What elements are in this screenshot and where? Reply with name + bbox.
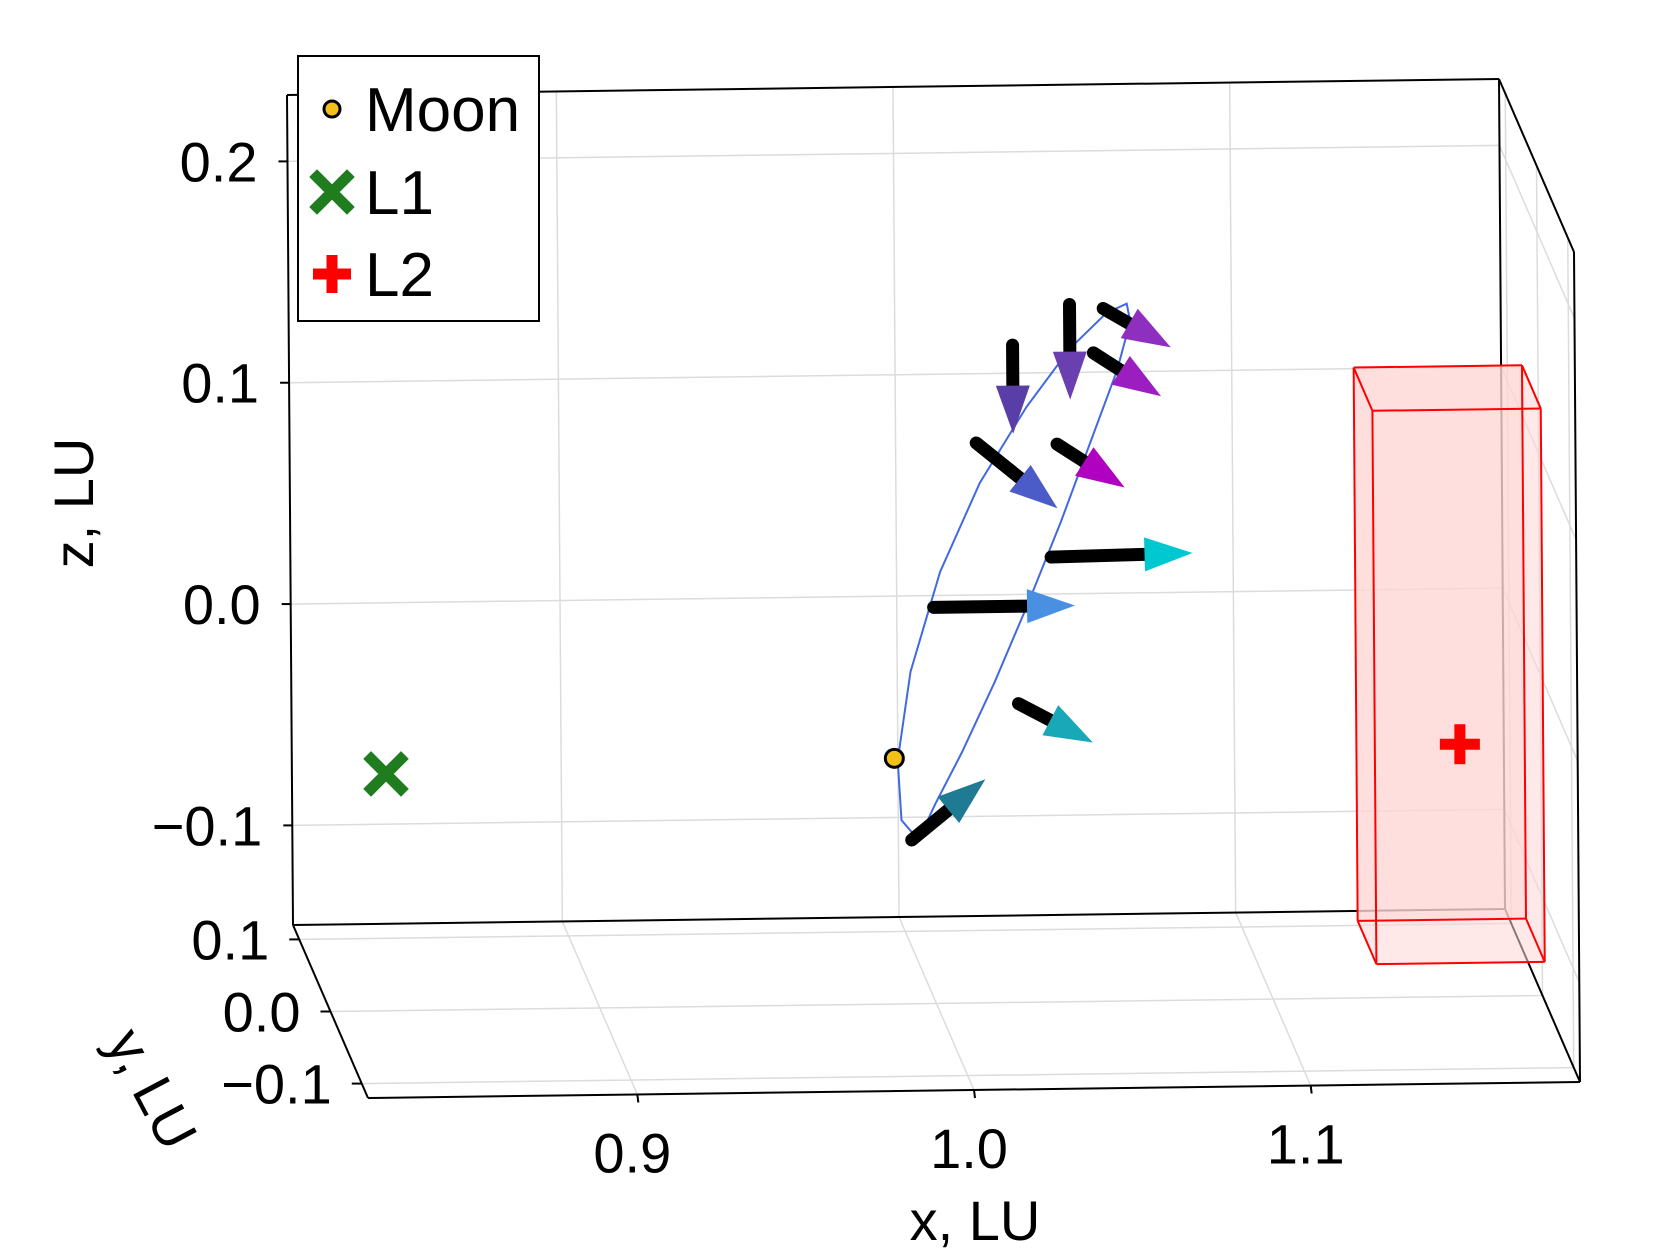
plot-data <box>363 297 1546 966</box>
grid-z-back <box>289 365 1502 384</box>
grid-y-side <box>1567 237 1575 1068</box>
l2-box-edge <box>1520 365 1527 919</box>
l2-box-top-face <box>1353 365 1541 411</box>
l2-box-edge <box>1539 408 1546 962</box>
x-tick <box>636 1094 640 1103</box>
l2-box-edge <box>1372 407 1541 412</box>
legend-l2-label: L2 <box>365 241 434 310</box>
velocity-vector-shaft <box>1086 346 1128 377</box>
l2-marker <box>1439 724 1480 765</box>
y-tick-label: 0.1 <box>191 908 269 971</box>
velocity-vector-head <box>1144 537 1193 572</box>
velocity-vector-shaft <box>1096 301 1136 330</box>
velocity-vector-head <box>995 385 1030 434</box>
velocity-vector-shaft <box>1044 547 1152 564</box>
l2-box-edge <box>1353 364 1523 369</box>
z-tick-label: 0.0 <box>183 573 261 636</box>
y-tick-label: −0.1 <box>221 1053 332 1116</box>
legend-moon-label: Moon <box>365 76 520 145</box>
grid-y-floor <box>330 994 1543 1013</box>
velocity-vector-head <box>1075 447 1125 488</box>
velocity-vector-head <box>1042 705 1093 743</box>
x-tick <box>1309 1085 1313 1094</box>
z-axis-title: z, LU <box>42 438 105 569</box>
y-axis-title: y, LU <box>95 1018 210 1159</box>
grid-z-back <box>290 587 1503 605</box>
l2-box-left-face <box>1353 367 1377 965</box>
x-tick-label: 1.0 <box>930 1117 1008 1180</box>
velocity-vector-head <box>1120 308 1171 348</box>
velocity-vector-shaft <box>1050 437 1091 469</box>
velocity-vector-head <box>1111 356 1162 397</box>
grid-x-back <box>555 91 564 922</box>
l2-box-edge <box>1521 364 1542 409</box>
tick-labels: 0.9 1.0 1.1 0.2 0.1 0.0 −0.1 0.1 0.0 −0.1 <box>152 130 1345 1184</box>
x-tick <box>973 1089 976 1099</box>
velocity-vector-shaft <box>969 436 1027 485</box>
moon-marker <box>883 747 905 769</box>
x-axis-title: x, LU <box>910 1189 1041 1250</box>
grid-y-floor <box>361 1066 1574 1085</box>
legend: Moon L1 L2 <box>297 55 540 322</box>
grid-x-back <box>1228 82 1237 913</box>
grid-x-back <box>892 86 900 918</box>
frame-bottom-back <box>292 908 1506 926</box>
orbit-path <box>896 302 1132 841</box>
frame-top-side <box>1498 78 1575 253</box>
l1-marker <box>363 751 409 797</box>
legend-l2-marker <box>313 255 351 293</box>
grid-y-floor <box>299 922 1512 941</box>
l2-box-edge <box>1352 367 1374 412</box>
l2-box-edge <box>1356 920 1378 965</box>
x-tick-label: 1.1 <box>1267 1113 1345 1176</box>
z-tick-label: −0.1 <box>152 794 263 857</box>
legend-moon-marker <box>322 99 342 119</box>
velocity-vector-head <box>1052 351 1087 400</box>
l2-box-edge <box>1352 367 1359 921</box>
velocity-vector-shaft <box>905 803 955 847</box>
l2-box-edge <box>1371 410 1378 965</box>
z-tick-label: 0.1 <box>181 352 259 415</box>
l2-box-front-face <box>1372 408 1545 965</box>
velocity-vector-head <box>1009 464 1058 509</box>
z-axis-line <box>286 94 294 926</box>
legend-l1-marker <box>309 169 355 215</box>
velocity-vector-shaft <box>927 599 1034 614</box>
l2-box-edge <box>1357 917 1527 922</box>
x-tick-label: 0.9 <box>593 1121 671 1184</box>
velocity-vector-head <box>1026 589 1076 624</box>
velocity-vector-shaft <box>1012 697 1057 727</box>
velocity-vector-head <box>937 779 986 823</box>
y-tick-label: 0.0 <box>223 981 301 1044</box>
z-tick-label: 0.2 <box>180 130 258 193</box>
legend-l1-label: L1 <box>365 159 434 228</box>
grid-z-back <box>292 808 1505 827</box>
l2-box-edge <box>1525 918 1546 963</box>
frame-right-front <box>1573 251 1581 1083</box>
l2-box-edge <box>1376 960 1545 966</box>
